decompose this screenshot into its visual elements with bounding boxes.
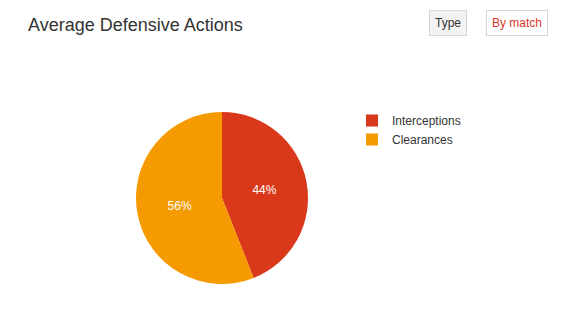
svg-text:Type: Type xyxy=(435,16,461,30)
svg-text:Clearances: Clearances xyxy=(392,133,453,147)
svg-text:Average Defensive Actions: Average Defensive Actions xyxy=(28,15,243,35)
svg-text:Interceptions: Interceptions xyxy=(392,114,461,128)
svg-text:By match: By match xyxy=(492,16,542,30)
svg-text:44%: 44% xyxy=(252,183,276,197)
svg-text:56%: 56% xyxy=(168,199,192,213)
